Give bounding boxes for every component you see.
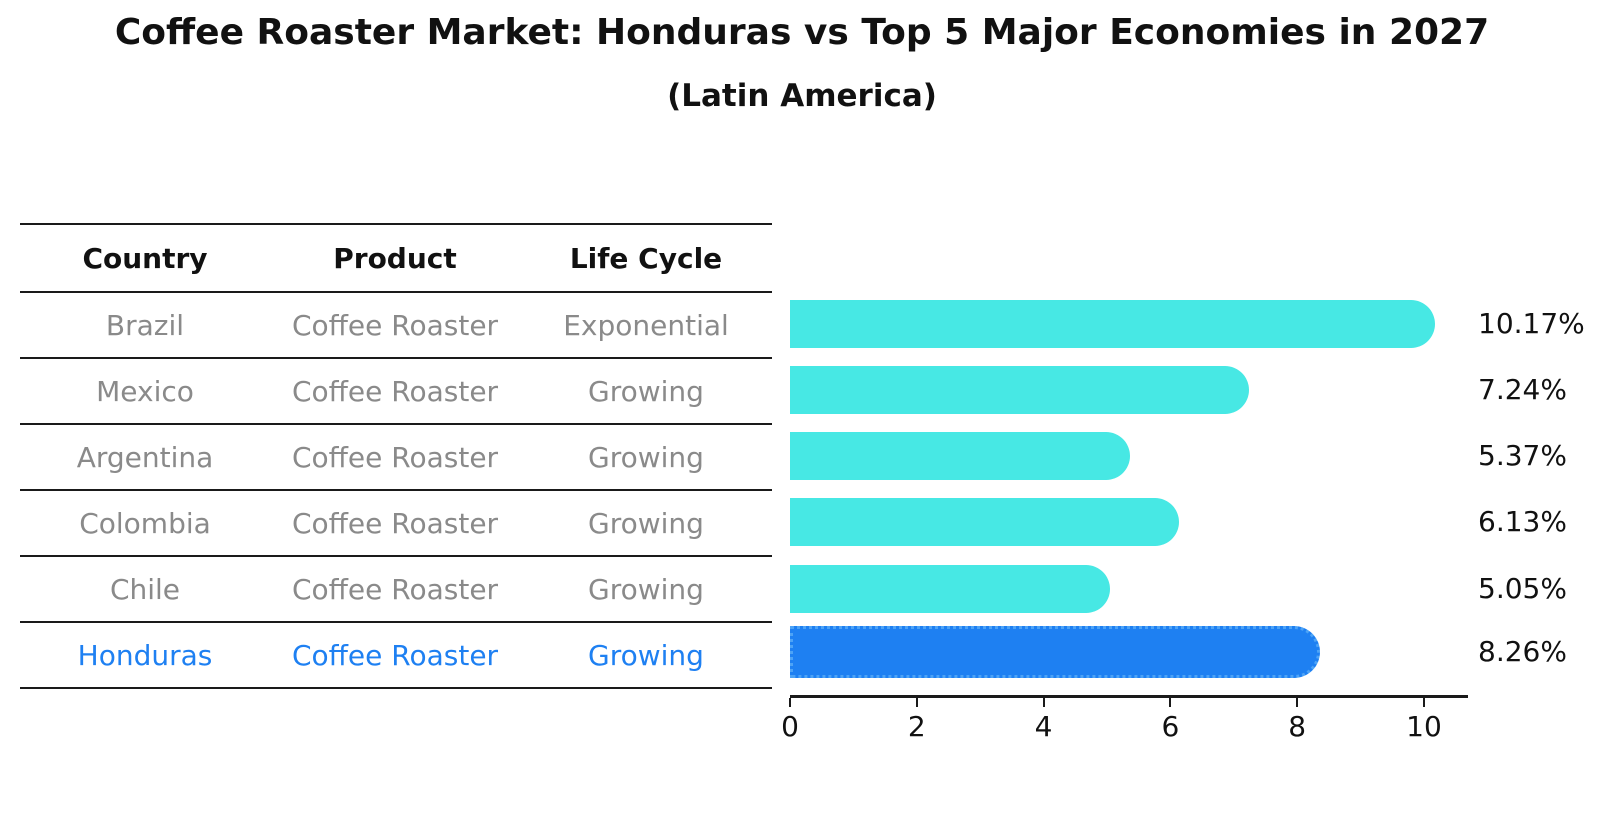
bar-value-label: 5.37% xyxy=(1478,439,1567,472)
cell-product: Coffee Roaster xyxy=(291,440,499,474)
bar-colombia xyxy=(790,498,1179,546)
cell-product: Coffee Roaster xyxy=(291,374,499,408)
cell-product: Coffee Roaster xyxy=(291,506,499,540)
x-axis-tick-label: 2 xyxy=(907,710,926,743)
table-row-mexico: Mexico Coffee Roaster Growing xyxy=(20,359,772,425)
bar-value-label: 8.26% xyxy=(1478,635,1567,668)
table-row-argentina: Argentina Coffee Roaster Growing xyxy=(20,425,772,491)
bar-value-label: 5.05% xyxy=(1478,572,1567,605)
cell-country: Honduras xyxy=(77,638,213,672)
cell-country: Chile xyxy=(109,572,181,606)
table-row-brazil: Brazil Coffee Roaster Exponential xyxy=(20,293,772,359)
bar-chile xyxy=(790,565,1111,613)
cell-country: Mexico xyxy=(96,374,194,408)
cell-product: Coffee Roaster xyxy=(291,572,499,606)
cell-country: Argentina xyxy=(76,440,214,474)
x-axis-tick-mark xyxy=(789,698,791,707)
cell-product: Coffee Roaster xyxy=(291,638,499,672)
header-cell-country: Country xyxy=(82,241,208,275)
data-table: Country Product Life Cycle Brazil Coffee… xyxy=(20,223,772,689)
x-axis-tick-mark xyxy=(1296,698,1299,707)
bar-honduras xyxy=(790,626,1320,678)
bar-value-label: 6.13% xyxy=(1478,505,1567,538)
header-cell-product: Product xyxy=(333,241,457,275)
page-subtitle: (Latin America) xyxy=(667,78,937,114)
x-axis-tick-mark xyxy=(1042,698,1045,707)
cell-life-cycle: Growing xyxy=(588,506,704,540)
x-axis-tick-label: 10 xyxy=(1406,710,1442,743)
table-header-row: Country Product Life Cycle xyxy=(20,225,772,293)
x-axis-tick-mark xyxy=(1423,698,1425,707)
table-row-honduras: Honduras Coffee Roaster Growing xyxy=(20,623,772,689)
table-row-colombia: Colombia Coffee Roaster Growing xyxy=(20,491,772,557)
bar-value-label: 7.24% xyxy=(1478,373,1567,406)
bar-mexico xyxy=(790,366,1250,414)
cell-life-cycle: Exponential xyxy=(563,308,729,342)
cell-life-cycle: Growing xyxy=(588,572,704,606)
cell-life-cycle: Growing xyxy=(588,440,704,474)
cell-life-cycle: Growing xyxy=(588,638,704,672)
page-title: Coffee Roaster Market: Honduras vs Top 5… xyxy=(114,12,1490,53)
x-axis-tick-mark xyxy=(1169,698,1172,707)
cell-country: Brazil xyxy=(105,308,185,342)
table-row-chile: Chile Coffee Roaster Growing xyxy=(20,557,772,623)
x-axis-tick-mark xyxy=(915,698,918,707)
x-axis-line xyxy=(790,695,1468,698)
bar-value-label: 10.17% xyxy=(1478,307,1585,340)
x-axis-tick-label: 8 xyxy=(1288,710,1307,743)
bar-brazil xyxy=(790,300,1435,348)
x-axis-tick-label: 0 xyxy=(781,710,799,743)
header-cell-life-cycle: Life Cycle xyxy=(569,241,723,275)
bar-argentina xyxy=(790,432,1131,480)
cell-life-cycle: Growing xyxy=(588,374,704,408)
x-axis-tick-label: 6 xyxy=(1161,710,1180,743)
x-axis-tick-label: 4 xyxy=(1034,710,1053,743)
cell-country: Colombia xyxy=(79,506,211,540)
cell-product: Coffee Roaster xyxy=(291,308,499,342)
